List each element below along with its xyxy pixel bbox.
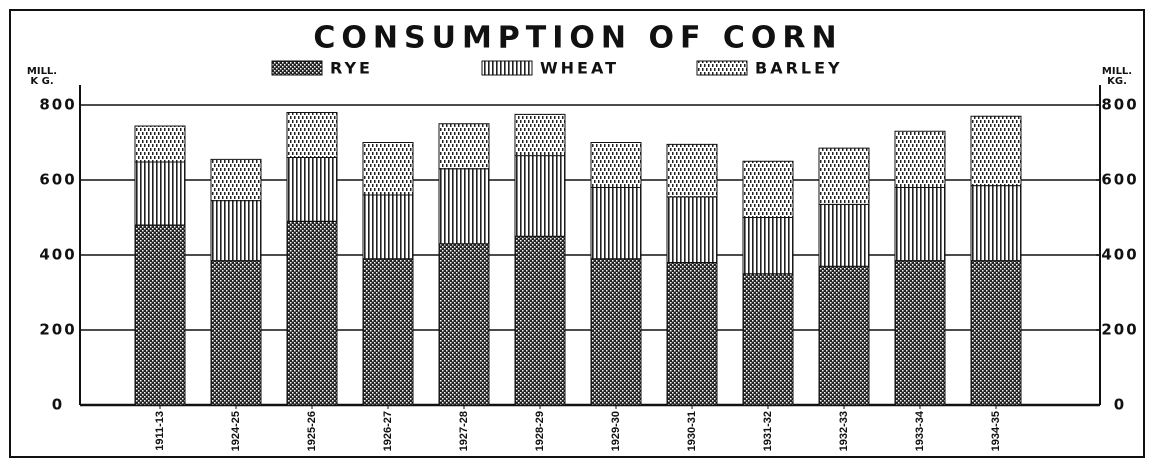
- legend-label: RYE: [330, 59, 373, 78]
- y-tick-label: 200: [39, 321, 76, 339]
- bar-segment: [286, 157, 338, 222]
- bar-segment: [742, 160, 794, 218]
- bar-segment: [286, 112, 338, 158]
- bar-segment: [134, 125, 186, 163]
- bar-segment: [742, 273, 794, 406]
- bar-segment: [514, 113, 566, 157]
- frame: [9, 9, 1145, 458]
- bar-segment: [818, 265, 870, 406]
- legend-swatch: [481, 60, 533, 76]
- y-tick-label: 600: [39, 171, 76, 189]
- legend-label: WHEAT: [540, 59, 619, 78]
- x-tick-label: 1933-34: [914, 410, 926, 451]
- bar-segment: [438, 168, 490, 245]
- y2-tick-label: 0: [1114, 396, 1126, 414]
- bar-segment: [362, 194, 414, 260]
- x-tick-label: 1927-28: [458, 411, 470, 451]
- bar-segment: [970, 260, 1022, 406]
- y-tick-label: 800: [39, 96, 76, 114]
- chart-title: CONSUMPTION OF CORN: [313, 21, 842, 56]
- x-tick-label: 1930-31: [686, 411, 698, 451]
- bar-segment: [514, 155, 566, 237]
- bar-segment: [894, 260, 946, 406]
- bar-segment: [210, 158, 262, 202]
- bar-segment: [438, 123, 490, 170]
- x-tick-label: 1934-35: [990, 411, 1002, 451]
- legend-label: BARLEY: [755, 59, 843, 78]
- y2-tick-label: 800: [1101, 96, 1138, 114]
- bar-segment: [438, 243, 490, 406]
- bar-segment: [894, 187, 946, 262]
- bar-segment: [590, 142, 642, 188]
- x-tick-label: 1931-32: [762, 411, 774, 451]
- bar-segment: [210, 260, 262, 406]
- bar-segment: [970, 185, 1022, 262]
- y-axis-label: MILL.: [27, 66, 57, 77]
- x-tick-label: 1926-27: [382, 411, 394, 451]
- bar-segment: [134, 224, 186, 406]
- legend-swatch: [271, 60, 323, 76]
- y-tick-label: 0: [52, 396, 64, 414]
- bar-segment: [970, 115, 1022, 187]
- bar-segment: [286, 220, 338, 406]
- bar-segment: [666, 143, 718, 198]
- x-tick-label: 1928-29: [534, 411, 546, 451]
- y2-tick-label: 400: [1101, 246, 1138, 264]
- bar-segment: [362, 258, 414, 406]
- bar-segment: [818, 147, 870, 205]
- bar-segment: [590, 187, 642, 260]
- x-tick-label: 1911-13: [154, 411, 166, 451]
- x-tick-label: 1925-26: [306, 411, 318, 451]
- bar-segment: [590, 258, 642, 406]
- bar-segment: [210, 200, 262, 262]
- bar-segment: [818, 203, 870, 267]
- legend-swatch: [696, 60, 748, 76]
- y2-tick-label: 200: [1101, 321, 1138, 339]
- y2-axis-label: KG.: [1107, 76, 1127, 87]
- bar-segment: [742, 217, 794, 275]
- bar-segment: [514, 235, 566, 406]
- bar-segment: [362, 142, 414, 196]
- y-tick-label: 400: [39, 246, 76, 264]
- bar-segment: [894, 130, 946, 188]
- y-axis-label: K G.: [30, 76, 53, 87]
- bar-segment: [666, 196, 718, 263]
- x-tick-label: 1929-30: [610, 411, 622, 451]
- bar-segment: [134, 161, 186, 226]
- x-tick-label: 1924-25: [230, 411, 242, 451]
- y2-tick-label: 600: [1101, 171, 1138, 189]
- y2-axis-label: MILL.: [1102, 66, 1132, 77]
- bar-segment: [666, 262, 718, 406]
- x-tick-label: 1932-33: [838, 411, 850, 451]
